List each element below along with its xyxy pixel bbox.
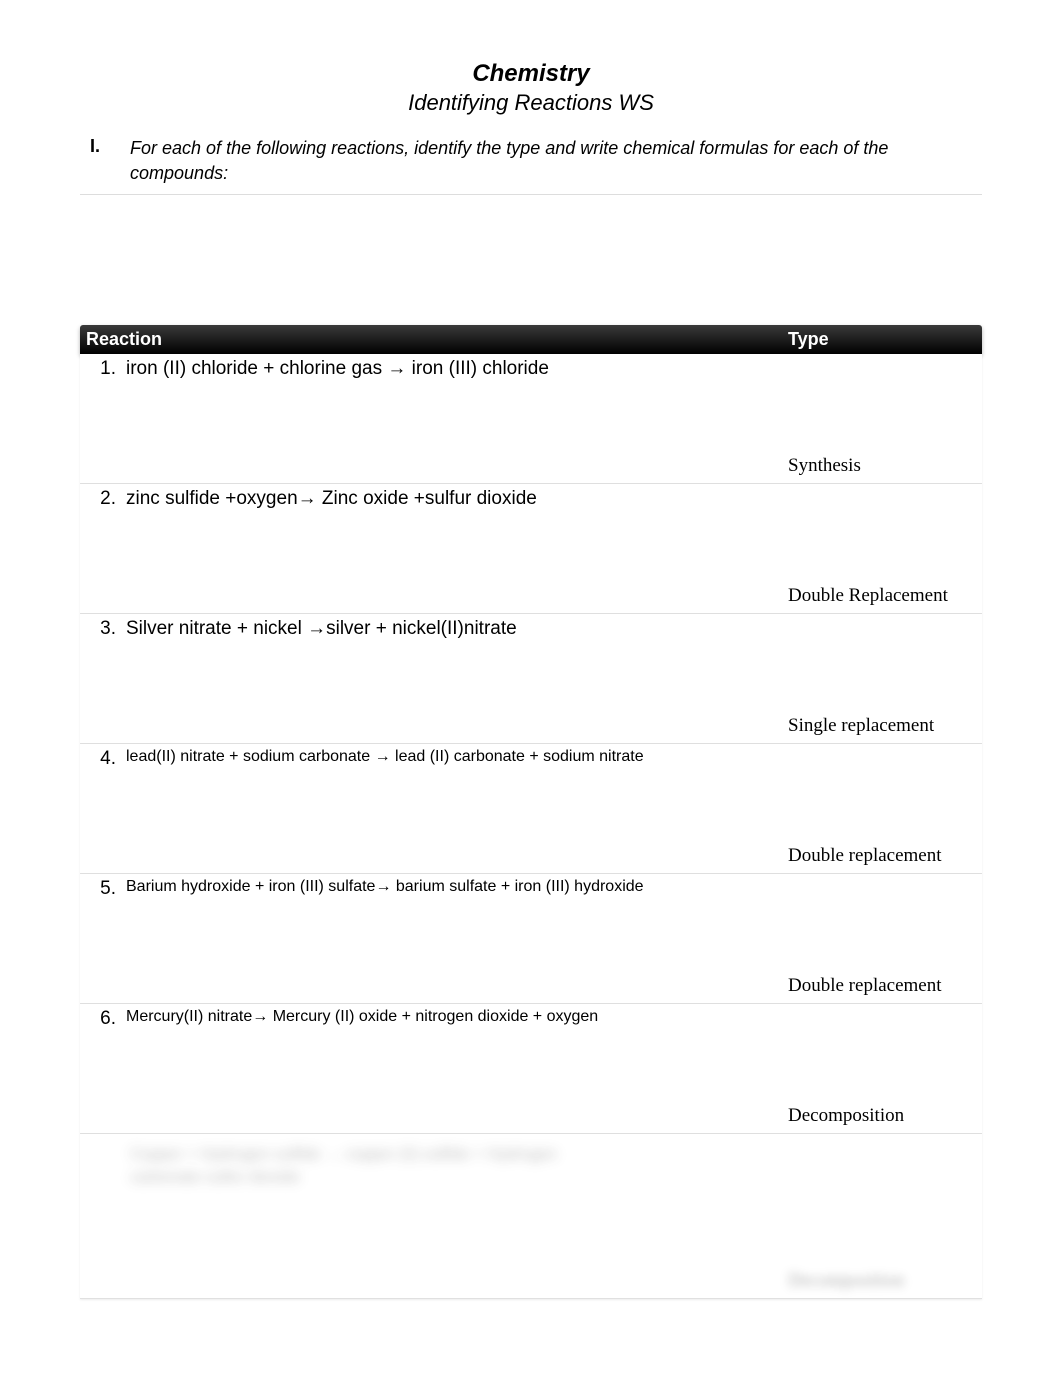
- row-type: Double replacement: [782, 744, 982, 873]
- row-reaction: Barium hydroxide + iron (III) sulfate→ b…: [120, 874, 782, 1003]
- blurred-text-line: carbonate sulfur dioxide: [130, 1167, 732, 1189]
- blurred-row: Copper + Hydrogen sulfide → copper (II) …: [80, 1134, 982, 1299]
- row-number: 2.: [80, 484, 120, 613]
- table-row: 5. Barium hydroxide + iron (III) sulfate…: [80, 874, 982, 1004]
- row-reaction: Mercury(II) nitrate→ Mercury (II) oxide …: [120, 1004, 782, 1133]
- row-reaction: zinc sulfide +oxygen→ Zinc oxide +sulfur…: [120, 484, 782, 613]
- page-subtitle: Identifying Reactions WS: [80, 90, 982, 116]
- table-row: 3. Silver nitrate + nickel →silver + nic…: [80, 614, 982, 744]
- blurred-text-line: Copper + Hydrogen sulfide → copper (II) …: [130, 1144, 732, 1166]
- row-type: Double replacement: [782, 874, 982, 1003]
- row-reaction: Silver nitrate + nickel →silver + nickel…: [120, 614, 782, 743]
- table-row: 4. lead(II) nitrate + sodium carbonate →…: [80, 744, 982, 874]
- row-number: 6.: [80, 1004, 120, 1133]
- row-type: Decomposition: [782, 1004, 982, 1133]
- header-reaction: Reaction: [80, 325, 782, 354]
- divider: [80, 194, 982, 195]
- row-number: 4.: [80, 744, 120, 873]
- blurred-type-text: Decomposition: [788, 1270, 904, 1292]
- table-row: 2. zinc sulfide +oxygen→ Zinc oxide +sul…: [80, 484, 982, 614]
- blurred-type: Decomposition: [782, 1134, 982, 1298]
- row-type: Synthesis: [782, 354, 982, 483]
- instruction-row: I. For each of the following reactions, …: [80, 136, 982, 186]
- row-number: 1.: [80, 354, 120, 483]
- row-reaction: lead(II) nitrate + sodium carbonate → le…: [120, 744, 782, 873]
- instruction-text: For each of the following reactions, ide…: [130, 136, 972, 186]
- instruction-roman: I.: [90, 136, 100, 157]
- row-type: Double Replacement: [782, 484, 982, 613]
- row-number: 3.: [80, 614, 120, 743]
- page-title: Chemistry: [80, 60, 982, 88]
- row-reaction: iron (II) chloride + chlorine gas → iron…: [120, 354, 782, 483]
- table-row: 1. iron (II) chloride + chlorine gas → i…: [80, 354, 982, 484]
- title-block: Chemistry Identifying Reactions WS: [80, 60, 982, 116]
- reactions-table: Reaction Type 1. iron (II) chloride + ch…: [80, 325, 982, 1299]
- row-number: 5.: [80, 874, 120, 1003]
- table-row: 6. Mercury(II) nitrate→ Mercury (II) oxi…: [80, 1004, 982, 1134]
- header-type: Type: [782, 325, 982, 354]
- blurred-content: Copper + Hydrogen sulfide → copper (II) …: [80, 1134, 782, 1298]
- table-header: Reaction Type: [80, 325, 982, 354]
- row-type: Single replacement: [782, 614, 982, 743]
